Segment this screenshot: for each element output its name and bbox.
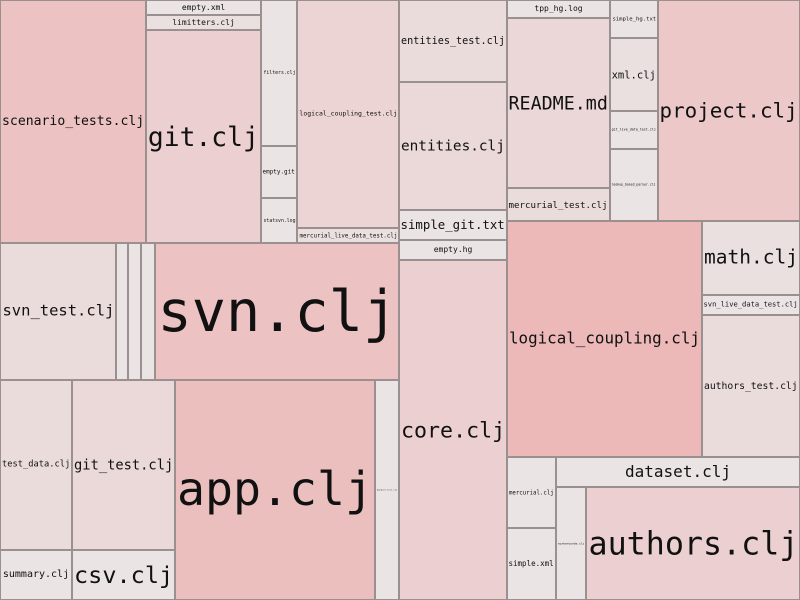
treemap-cell-label: git.clj — [148, 121, 259, 152]
treemap-cell-git-test-clj[interactable]: git_test.clj — [72, 380, 175, 550]
treemap-cell-filters-clj[interactable]: filters.clj — [261, 0, 297, 146]
treemap-cell-label: authors_test.clj — [704, 380, 798, 392]
treemap-cell-label: svn.clj — [157, 278, 397, 345]
treemap-cell-label: logical_coupling_test.clj — [299, 110, 397, 118]
treemap-cell-label: git_live_data_test.clj — [611, 127, 657, 132]
treemap-cell-mercurial-clj[interactable]: mercurial.clj — [507, 457, 556, 528]
treemap-cell-mercurial-live-data-test-clj[interactable]: mercurial_live_data_test.clj — [297, 228, 399, 243]
treemap-cell-label: app.clj — [177, 462, 374, 517]
treemap-cell-label: empty.git — [262, 168, 296, 175]
treemap-cell-svn-live-data-test-clj[interactable]: svn_live_data_test.clj — [702, 295, 800, 315]
treemap-cell-label: lookup_based_parser.clj — [611, 182, 657, 187]
treemap-cell-label: workarounds.clj — [557, 541, 585, 545]
treemap-cell-cell-22[interactable] — [128, 243, 141, 380]
treemap-cell-empty-hg[interactable]: empty.hg — [399, 240, 507, 260]
treemap-cell-simple-hg-txt[interactable]: simple_hg.txt — [610, 0, 658, 38]
treemap-cell-label: simple_git.txt — [400, 217, 506, 232]
treemap-cell-empty-git[interactable]: empty.git — [261, 146, 297, 198]
treemap-cell-label: project.clj — [659, 98, 799, 123]
treemap-cell-label: dataset_test.clj — [376, 488, 398, 492]
treemap-cell-label: core.clj — [400, 417, 506, 443]
treemap-cell-label: limitters.clj — [172, 17, 235, 27]
treemap-cell-label: csv.clj — [73, 561, 174, 589]
treemap-cell-label: README.md — [508, 92, 609, 114]
treemap-cell-label: entities_test.clj — [401, 34, 505, 47]
treemap-cell-label: simple_hg.txt — [612, 15, 656, 22]
treemap-cell-logical-coupling-clj[interactable]: logical_coupling.clj — [507, 221, 702, 457]
treemap-cell-core-clj[interactable]: core.clj — [399, 260, 507, 600]
treemap-cell-label: svn_test.clj — [2, 301, 114, 321]
treemap-cell-summary-clj[interactable]: summary.clj — [0, 550, 72, 600]
treemap-cell-authors-clj[interactable]: authors.clj — [586, 487, 800, 600]
treemap-cell-csv-clj[interactable]: csv.clj — [72, 550, 175, 600]
treemap-cell-svn-clj[interactable]: svn.clj — [155, 243, 399, 380]
treemap-cell-scenario-tests-clj[interactable]: scenario_tests.clj — [0, 0, 146, 243]
treemap-cell-dataset-clj[interactable]: dataset.clj — [556, 457, 800, 487]
treemap-cell-statsvn-log[interactable]: statsvn.log — [261, 198, 297, 243]
treemap-cell-cell-23[interactable] — [141, 243, 155, 380]
treemap-cell-entities-clj[interactable]: entities.clj — [399, 82, 507, 210]
treemap-cell-label: logical_coupling.clj — [509, 329, 700, 348]
treemap-cell-math-clj[interactable]: math.clj — [702, 221, 800, 295]
treemap-cell-label: simple.xml — [508, 559, 555, 568]
treemap-cell-dataset-test-clj[interactable]: dataset_test.clj — [375, 380, 399, 600]
treemap-cell-app-clj[interactable]: app.clj — [175, 380, 375, 600]
treemap-cell-workarounds-clj[interactable]: workarounds.clj — [556, 487, 586, 600]
treemap-cell-label: empty.hg — [433, 245, 473, 254]
treemap-cell-svn-test-clj[interactable]: svn_test.clj — [0, 243, 116, 380]
treemap-cell-label: dataset.clj — [625, 462, 731, 481]
treemap-cell-label: tpp_hg.log — [534, 4, 583, 13]
treemap-cell-label: summary.clj — [2, 569, 70, 580]
treemap-cell-git-clj[interactable]: git.clj — [146, 30, 261, 243]
treemap-cell-label: scenario_tests.clj — [1, 113, 145, 129]
treemap-cell-entities-test-clj[interactable]: entities_test.clj — [399, 0, 507, 82]
treemap-cell-cell-21[interactable] — [116, 243, 128, 380]
treemap-cell-authors-test-clj[interactable]: authors_test.clj — [702, 315, 800, 457]
treemap-cell-label: statsvn.log — [263, 217, 296, 223]
treemap-cell-label: test_data.clj — [1, 459, 71, 470]
treemap-cell-simple-xml[interactable]: simple.xml — [507, 528, 556, 600]
treemap-cell-label: mercurial.clj — [509, 488, 554, 496]
treemap-cell-label: math.clj — [704, 246, 798, 269]
treemap-cell-xml-clj[interactable]: xml.clj — [610, 38, 658, 111]
treemap-cell-label: git_test.clj — [73, 456, 174, 473]
treemap-cell-test-data-clj[interactable]: test_data.clj — [0, 380, 72, 550]
treemap-cell-lookup-based-parser-clj[interactable]: lookup_based_parser.clj — [610, 149, 658, 221]
treemap-cell-label: xml.clj — [611, 67, 657, 81]
treemap-cell-logical-coupling-test-clj[interactable]: logical_coupling_test.clj — [297, 0, 399, 228]
treemap-cell-label: authors.clj — [588, 525, 798, 562]
treemap-cell-label: entities.clj — [401, 137, 505, 155]
treemap-cell-limitters-clj[interactable]: limitters.clj — [146, 15, 261, 30]
treemap-cell-simple-git-txt[interactable]: simple_git.txt — [399, 210, 507, 240]
treemap-cell-readme-md[interactable]: README.md — [507, 18, 610, 188]
treemap-cell-empty-xml[interactable]: empty.xml — [146, 0, 261, 15]
treemap-cell-label: svn_live_data_test.clj — [703, 300, 799, 309]
treemap-cell-label: empty.xml — [181, 2, 226, 12]
treemap-cell-mercurial-test-clj[interactable]: mercurial_test.clj — [507, 188, 610, 221]
treemap-cell-git-live-data-test-clj[interactable]: git_live_data_test.clj — [610, 111, 658, 149]
treemap-cell-project-clj[interactable]: project.clj — [658, 0, 800, 221]
treemap-cell-label: filters.clj — [263, 69, 296, 76]
treemap-cell-tpp-hg-log[interactable]: tpp_hg.log — [507, 0, 610, 18]
treemap-cell-label: mercurial_live_data_test.clj — [299, 231, 397, 239]
treemap-cell-label: mercurial_test.clj — [508, 199, 609, 210]
